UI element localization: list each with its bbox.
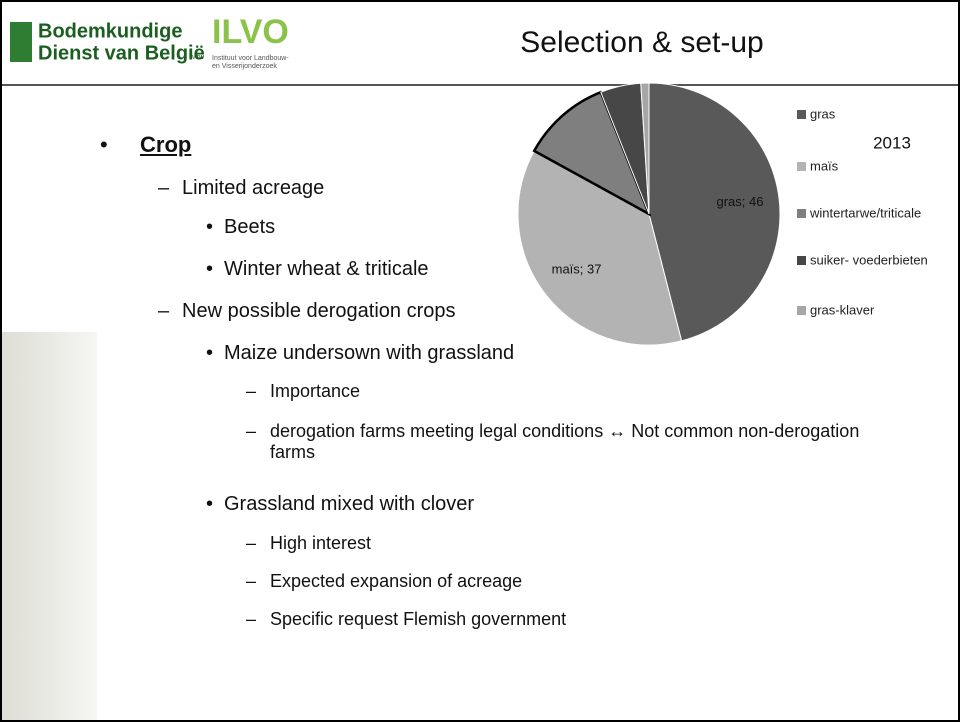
legend-swatch xyxy=(797,110,806,119)
legend-swatch xyxy=(797,209,806,218)
legend-swatch xyxy=(797,256,806,265)
legend-label: wintertarwe/triticale xyxy=(809,205,921,220)
data-label: gras; 46 xyxy=(716,194,763,209)
legend-swatch xyxy=(797,162,806,171)
chart-title: 2013 xyxy=(873,133,911,152)
legend-label: gras-klaver xyxy=(810,302,875,317)
legend-label: maïs xyxy=(810,158,839,173)
chart: gras; 46 maïs; 37 gras maïs wintertarwe/trit… xyxy=(2,2,958,720)
slide: Bodemkundige Dienst van België vzw ILVO … xyxy=(0,0,960,722)
legend-label: suiker- voederbieten xyxy=(810,252,928,267)
legend-label: gras xyxy=(810,106,836,121)
data-label: maïs; 37 xyxy=(552,262,602,277)
legend-swatch xyxy=(797,306,806,315)
